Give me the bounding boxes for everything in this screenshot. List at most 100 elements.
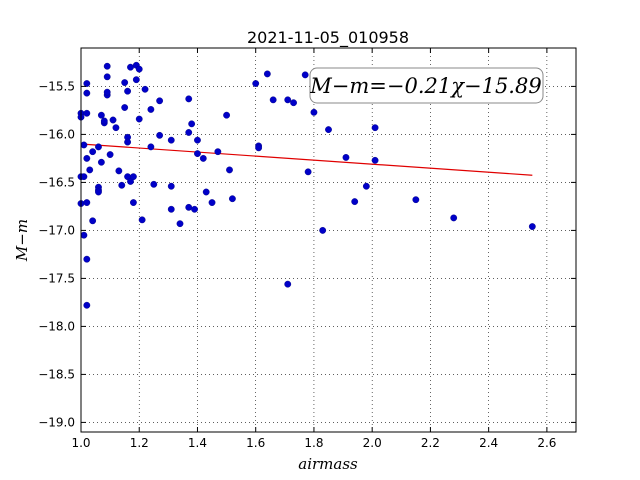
- data-points: [77, 61, 536, 309]
- data-point: [103, 62, 111, 70]
- data-point: [80, 173, 88, 181]
- data-point: [194, 136, 201, 144]
- data-point: [103, 73, 111, 81]
- data-point: [127, 63, 134, 71]
- y-tick-label: −19.0: [38, 415, 75, 429]
- data-point: [121, 104, 129, 111]
- data-point: [135, 115, 143, 123]
- y-tick-label: −16.0: [38, 127, 75, 141]
- data-point: [226, 166, 233, 174]
- data-point: [95, 143, 102, 151]
- data-point: [214, 148, 222, 156]
- data-point: [95, 188, 102, 196]
- data-point: [188, 120, 196, 128]
- data-point: [199, 154, 207, 162]
- plot-area: [81, 48, 576, 432]
- data-point: [185, 129, 193, 136]
- data-point: [362, 182, 370, 190]
- y-tick-label: −17.5: [38, 271, 75, 285]
- plot-frame: [80, 47, 577, 433]
- data-point: [450, 214, 458, 222]
- data-point: [83, 80, 91, 87]
- x-tick-label: 2.6: [537, 436, 556, 450]
- data-point: [255, 144, 263, 152]
- y-tick-label: −18.0: [38, 319, 75, 333]
- tick-marks: [80, 48, 576, 432]
- data-point: [135, 65, 143, 73]
- y-tick-label: −18.5: [38, 367, 75, 381]
- fit-line: [80, 143, 533, 176]
- data-point: [138, 216, 146, 224]
- x-tick-label: 1.8: [304, 436, 323, 450]
- data-point: [89, 217, 97, 225]
- data-point: [325, 126, 332, 134]
- data-point: [342, 154, 350, 161]
- x-tick-label: 1.2: [130, 436, 149, 450]
- data-point: [83, 89, 91, 97]
- data-point: [80, 231, 88, 239]
- annotation-box: [309, 67, 544, 104]
- data-point: [191, 205, 198, 213]
- x-tick-label: 2.2: [421, 436, 440, 450]
- data-point: [194, 150, 201, 158]
- y-tick-label: −16.5: [38, 175, 75, 189]
- data-point: [83, 154, 91, 162]
- data-point: [185, 203, 193, 211]
- data-point: [167, 182, 175, 190]
- data-point: [141, 85, 149, 93]
- data-point: [106, 151, 114, 158]
- data-point: [269, 96, 277, 104]
- data-point: [89, 148, 97, 156]
- data-point: [156, 97, 164, 105]
- x-tick-label: 1.0: [71, 436, 90, 450]
- x-axis-label: airmass: [298, 455, 358, 473]
- chart-title: 2021-11-05_010958: [247, 28, 409, 48]
- data-point: [100, 117, 108, 125]
- data-point: [83, 301, 91, 309]
- data-point: [86, 166, 94, 174]
- data-point: [167, 136, 175, 144]
- data-point: [118, 181, 126, 189]
- x-tick-labels: 1.0 1.2 1.4 1.6 1.8 2.0 2.2 2.4 2.6: [71, 436, 556, 450]
- data-point: [310, 108, 318, 116]
- data-point: [412, 196, 420, 204]
- data-point: [121, 79, 129, 86]
- data-point: [147, 106, 155, 113]
- data-point: [83, 199, 91, 206]
- data-point: [284, 96, 292, 104]
- y-tick-labels: −15.5 −16.0 −16.5 −17.0 −17.5 −18.0 −18.5 −19.0: [38, 79, 75, 429]
- data-point: [115, 167, 123, 175]
- data-point: [229, 195, 236, 203]
- data-point: [83, 255, 91, 263]
- data-point: [97, 158, 105, 166]
- data-point: [124, 87, 131, 95]
- fit-line-group: [80, 143, 533, 176]
- data-point: [130, 173, 137, 181]
- data-point: [319, 226, 327, 234]
- data-point: [208, 199, 216, 206]
- data-point: [301, 71, 309, 79]
- data-point: [223, 111, 230, 119]
- data-point: [290, 99, 297, 107]
- data-point: [147, 143, 155, 151]
- data-point: [109, 116, 117, 124]
- y-tick-label: −15.5: [38, 79, 75, 93]
- data-point: [80, 141, 88, 149]
- data-point: [132, 76, 140, 84]
- annotation-text: M−m=−0.21χ−15.89: [309, 74, 541, 98]
- data-point: [83, 109, 91, 117]
- data-point: [185, 95, 193, 103]
- data-point: [167, 205, 175, 213]
- y-tick-label: −17.0: [38, 223, 75, 237]
- data-point: [284, 280, 292, 288]
- data-point: [124, 138, 131, 146]
- data-point: [263, 70, 271, 78]
- data-point: [176, 220, 184, 228]
- data-point: [351, 198, 359, 206]
- x-tick-label: 2.0: [363, 436, 382, 450]
- y-axis-label: M−m: [13, 219, 31, 262]
- x-tick-label: 1.4: [188, 436, 207, 450]
- data-point: [112, 124, 120, 132]
- data-point: [371, 156, 379, 164]
